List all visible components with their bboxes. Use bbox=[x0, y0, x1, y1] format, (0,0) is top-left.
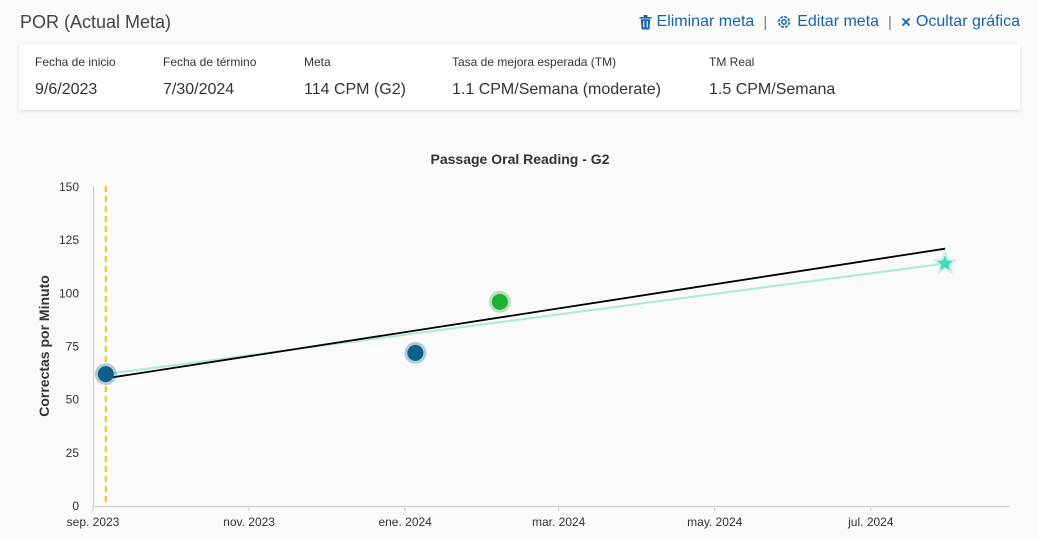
action-separator: | bbox=[763, 13, 768, 31]
x-tick-label: sep. 2023 bbox=[67, 515, 120, 529]
goal-actions: Eliminar meta | Editar meta | Ocultar gr… bbox=[639, 13, 1020, 31]
hide-chart-button[interactable]: Ocultar gráfica bbox=[901, 13, 1020, 31]
gear-icon bbox=[778, 16, 791, 28]
x-tick-label: may. 2024 bbox=[687, 515, 742, 529]
edit-goal-button[interactable]: Editar meta bbox=[776, 13, 879, 31]
data-point bbox=[97, 366, 114, 383]
trend-line bbox=[105, 247, 946, 380]
start-date-label: Fecha de inicio bbox=[35, 55, 116, 69]
x-ticks: sep. 2023 nov. 2023 ene. 2024 mar. 2024 may.… bbox=[67, 506, 894, 529]
y-tick-label: 50 bbox=[66, 393, 80, 407]
y-tick-label: 75 bbox=[66, 340, 80, 354]
trash-icon bbox=[639, 14, 652, 29]
goal-value: 114 CPM (G2) bbox=[304, 81, 406, 98]
end-date-value: 7/30/2024 bbox=[163, 81, 235, 98]
expected-rate-label: Tasa de mejora esperada (TM) bbox=[452, 55, 617, 69]
expected-rate-value: 1.1 CPM/Semana (moderate) bbox=[452, 81, 661, 98]
edit-goal-label: Editar meta bbox=[797, 13, 880, 30]
delete-goal-button[interactable]: Eliminar meta bbox=[639, 13, 755, 31]
action-separator: | bbox=[888, 13, 892, 31]
y-tick-label: 100 bbox=[59, 286, 79, 300]
start-date-value: 9/6/2023 bbox=[35, 81, 98, 98]
progress-chart: Passage Oral Reading - G2 Correctas por … bbox=[36, 151, 1009, 529]
aim-line bbox=[105, 262, 946, 376]
chart-marks bbox=[94, 186, 958, 506]
chart-title: Passage Oral Reading - G2 bbox=[431, 151, 610, 167]
actual-rate-value: 1.5 CPM/Semana bbox=[709, 81, 836, 98]
y-axis-label: Correctas por Minuto bbox=[36, 275, 52, 417]
x-tick-label: mar. 2024 bbox=[532, 515, 586, 529]
x-tick-label: ene. 2024 bbox=[378, 515, 432, 529]
hide-chart-label: Ocultar gráfica bbox=[915, 13, 1020, 30]
delete-goal-label: Eliminar meta bbox=[656, 13, 755, 30]
goal-summary-card: Fecha de inicio 9/6/2023 Fecha de términ… bbox=[19, 44, 1020, 110]
y-ticks: 0 25 50 75 100 125 150 bbox=[59, 180, 79, 513]
data-point bbox=[491, 293, 508, 310]
goal-star bbox=[937, 255, 953, 270]
goal-header: POR (Actual Meta) Eliminar meta | Editar… bbox=[0, 0, 1038, 44]
close-icon bbox=[902, 18, 910, 26]
data-point bbox=[407, 344, 424, 361]
actual-rate-label: TM Real bbox=[709, 55, 755, 69]
x-tick-label: jul. 2024 bbox=[847, 515, 894, 529]
y-tick-label: 0 bbox=[72, 499, 79, 513]
page-title: POR (Actual Meta) bbox=[20, 12, 172, 32]
end-date-label: Fecha de término bbox=[163, 55, 257, 69]
x-tick-label: nov. 2023 bbox=[223, 515, 275, 529]
goal-label: Meta bbox=[304, 55, 331, 69]
y-tick-label: 25 bbox=[66, 446, 80, 460]
y-tick-label: 125 bbox=[59, 233, 79, 247]
y-tick-label: 150 bbox=[59, 180, 79, 194]
